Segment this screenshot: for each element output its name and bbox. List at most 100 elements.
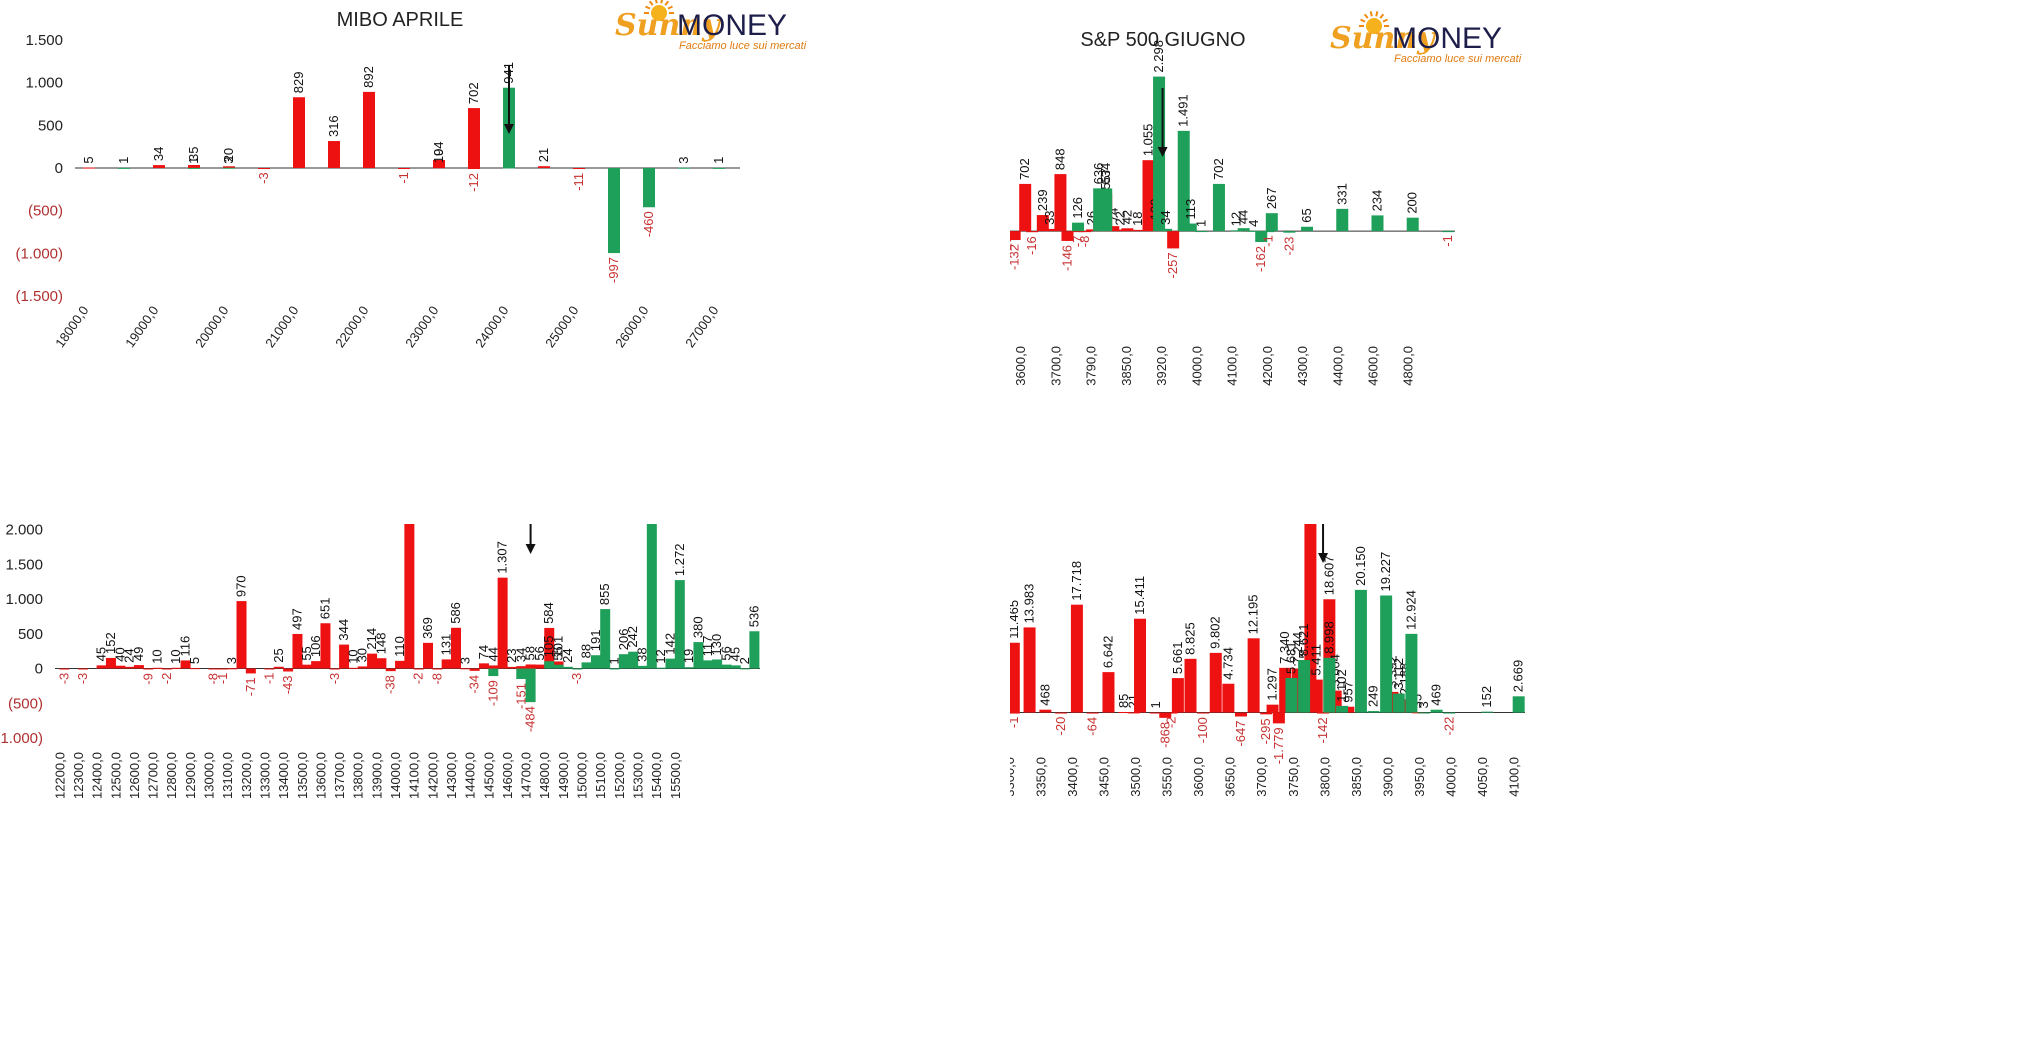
bar [608,168,620,254]
data-label: 130 [709,634,724,656]
data-label: 234 [1369,190,1384,212]
x-tick-label: 3500,0 [1128,757,1143,797]
x-tick-label: 19000,0 [122,303,161,350]
bar [1255,231,1268,243]
data-label: 557 [1098,168,1113,190]
data-label: 469 [1429,684,1444,706]
data-label: 970 [234,575,249,597]
data-label: -16 [1024,236,1039,255]
data-label: 8.998 [1321,621,1336,654]
data-label: 1.272 [672,544,687,577]
data-label: 101 [551,636,566,658]
y-tick-label: 0 [55,160,63,177]
bar [1184,223,1197,232]
data-label: 11.465 [1010,600,1021,639]
y-tick-label: (1.500) [15,288,63,305]
x-tick-label: 15500,0 [668,752,683,799]
bar [1131,229,1144,232]
bar [1237,228,1250,232]
data-label: 892 [361,66,376,88]
bar [1177,130,1190,232]
data-label: 44 [1236,210,1251,224]
bar [1380,595,1393,713]
data-label: 1 [186,157,201,164]
bar [656,667,667,669]
data-label: -8 [1077,236,1092,248]
data-label: -868 [1157,722,1172,748]
data-label: 634 [1098,163,1113,185]
data-label: -162 [1253,246,1268,272]
data-label: 3 [1416,701,1431,708]
data-label: 17.718 [1069,561,1084,601]
bar [1443,712,1456,714]
data-label: 74 [476,645,491,659]
bar [1230,230,1243,232]
bar [628,651,639,669]
data-label: 23 [504,648,519,662]
bar [544,661,555,669]
data-label: 12.195 [1246,595,1261,635]
bar [749,631,760,669]
bar [712,659,723,669]
x-tick-label: 21000,0 [262,303,301,350]
x-tick-label: 14500,0 [481,752,496,799]
bar [581,662,592,669]
bar [227,668,238,670]
x-tick-label: 3950,0 [1412,757,1427,797]
data-label: 5.411 [1309,644,1324,676]
brand-sunny: Sunny [615,8,722,43]
y-tick-label: 0 [35,661,43,678]
bar [1222,683,1235,713]
data-label: 636 [1091,163,1106,185]
x-tick-label: 15200,0 [612,752,627,799]
data-label: -3 [327,673,342,685]
data-label: 10 [431,149,446,163]
x-tick-label: 3700,0 [1048,346,1063,386]
data-label: 105 [541,635,556,657]
bar [1165,712,1178,714]
bar [376,658,387,669]
data-label: 49 [131,647,146,661]
x-tick-label: 23000,0 [402,303,441,350]
data-label: 191 [588,630,603,652]
x-tick-label: 20000,0 [192,303,231,350]
data-label: 2.669 [1511,660,1526,693]
data-label: 8.825 [1183,622,1198,655]
data-label: 110 [392,636,407,657]
x-tick-label: 13300,0 [257,752,272,799]
bar [83,167,95,169]
x-tick-label: 3650,0 [1223,757,1238,797]
x-tick-label: 3850,0 [1119,346,1134,386]
bar [1023,627,1036,713]
data-label: 957 [1340,681,1355,703]
data-label: 85 [1116,694,1131,708]
bar [1260,712,1273,715]
data-label: 34 [513,648,528,662]
bar [516,666,527,669]
data-label: 586 [448,602,463,624]
bar [1072,222,1085,232]
y-tick-label: (500) [8,695,43,712]
data-label: 7.244 [1290,632,1305,665]
bar [143,668,154,670]
bar [713,167,725,169]
data-label: -10 [1010,236,1015,255]
x-tick-label: 4400,0 [1330,346,1345,386]
y-tick-label: (1.000) [0,730,43,747]
bar [1283,231,1296,233]
bar [1212,183,1225,232]
bar [1019,183,1032,232]
x-tick-label: 13200,0 [239,752,254,799]
data-label: 38 [635,647,650,661]
data-label: -151 [513,683,528,709]
sun-ray [1360,18,1366,23]
bar [1392,693,1405,713]
bar [1418,712,1431,714]
x-tick-label: 4100,0 [1507,757,1522,797]
x-tick-label: 4200,0 [1260,346,1275,386]
data-label: 152 [103,632,118,654]
bar [1121,228,1134,232]
data-label: 8.621 [1296,624,1311,657]
chart-panel-mibo: MIBO APRILE Sunny MONEY Facciamo luce sui m… [0,0,1010,524]
x-tick-label: 4300,0 [1295,346,1310,386]
